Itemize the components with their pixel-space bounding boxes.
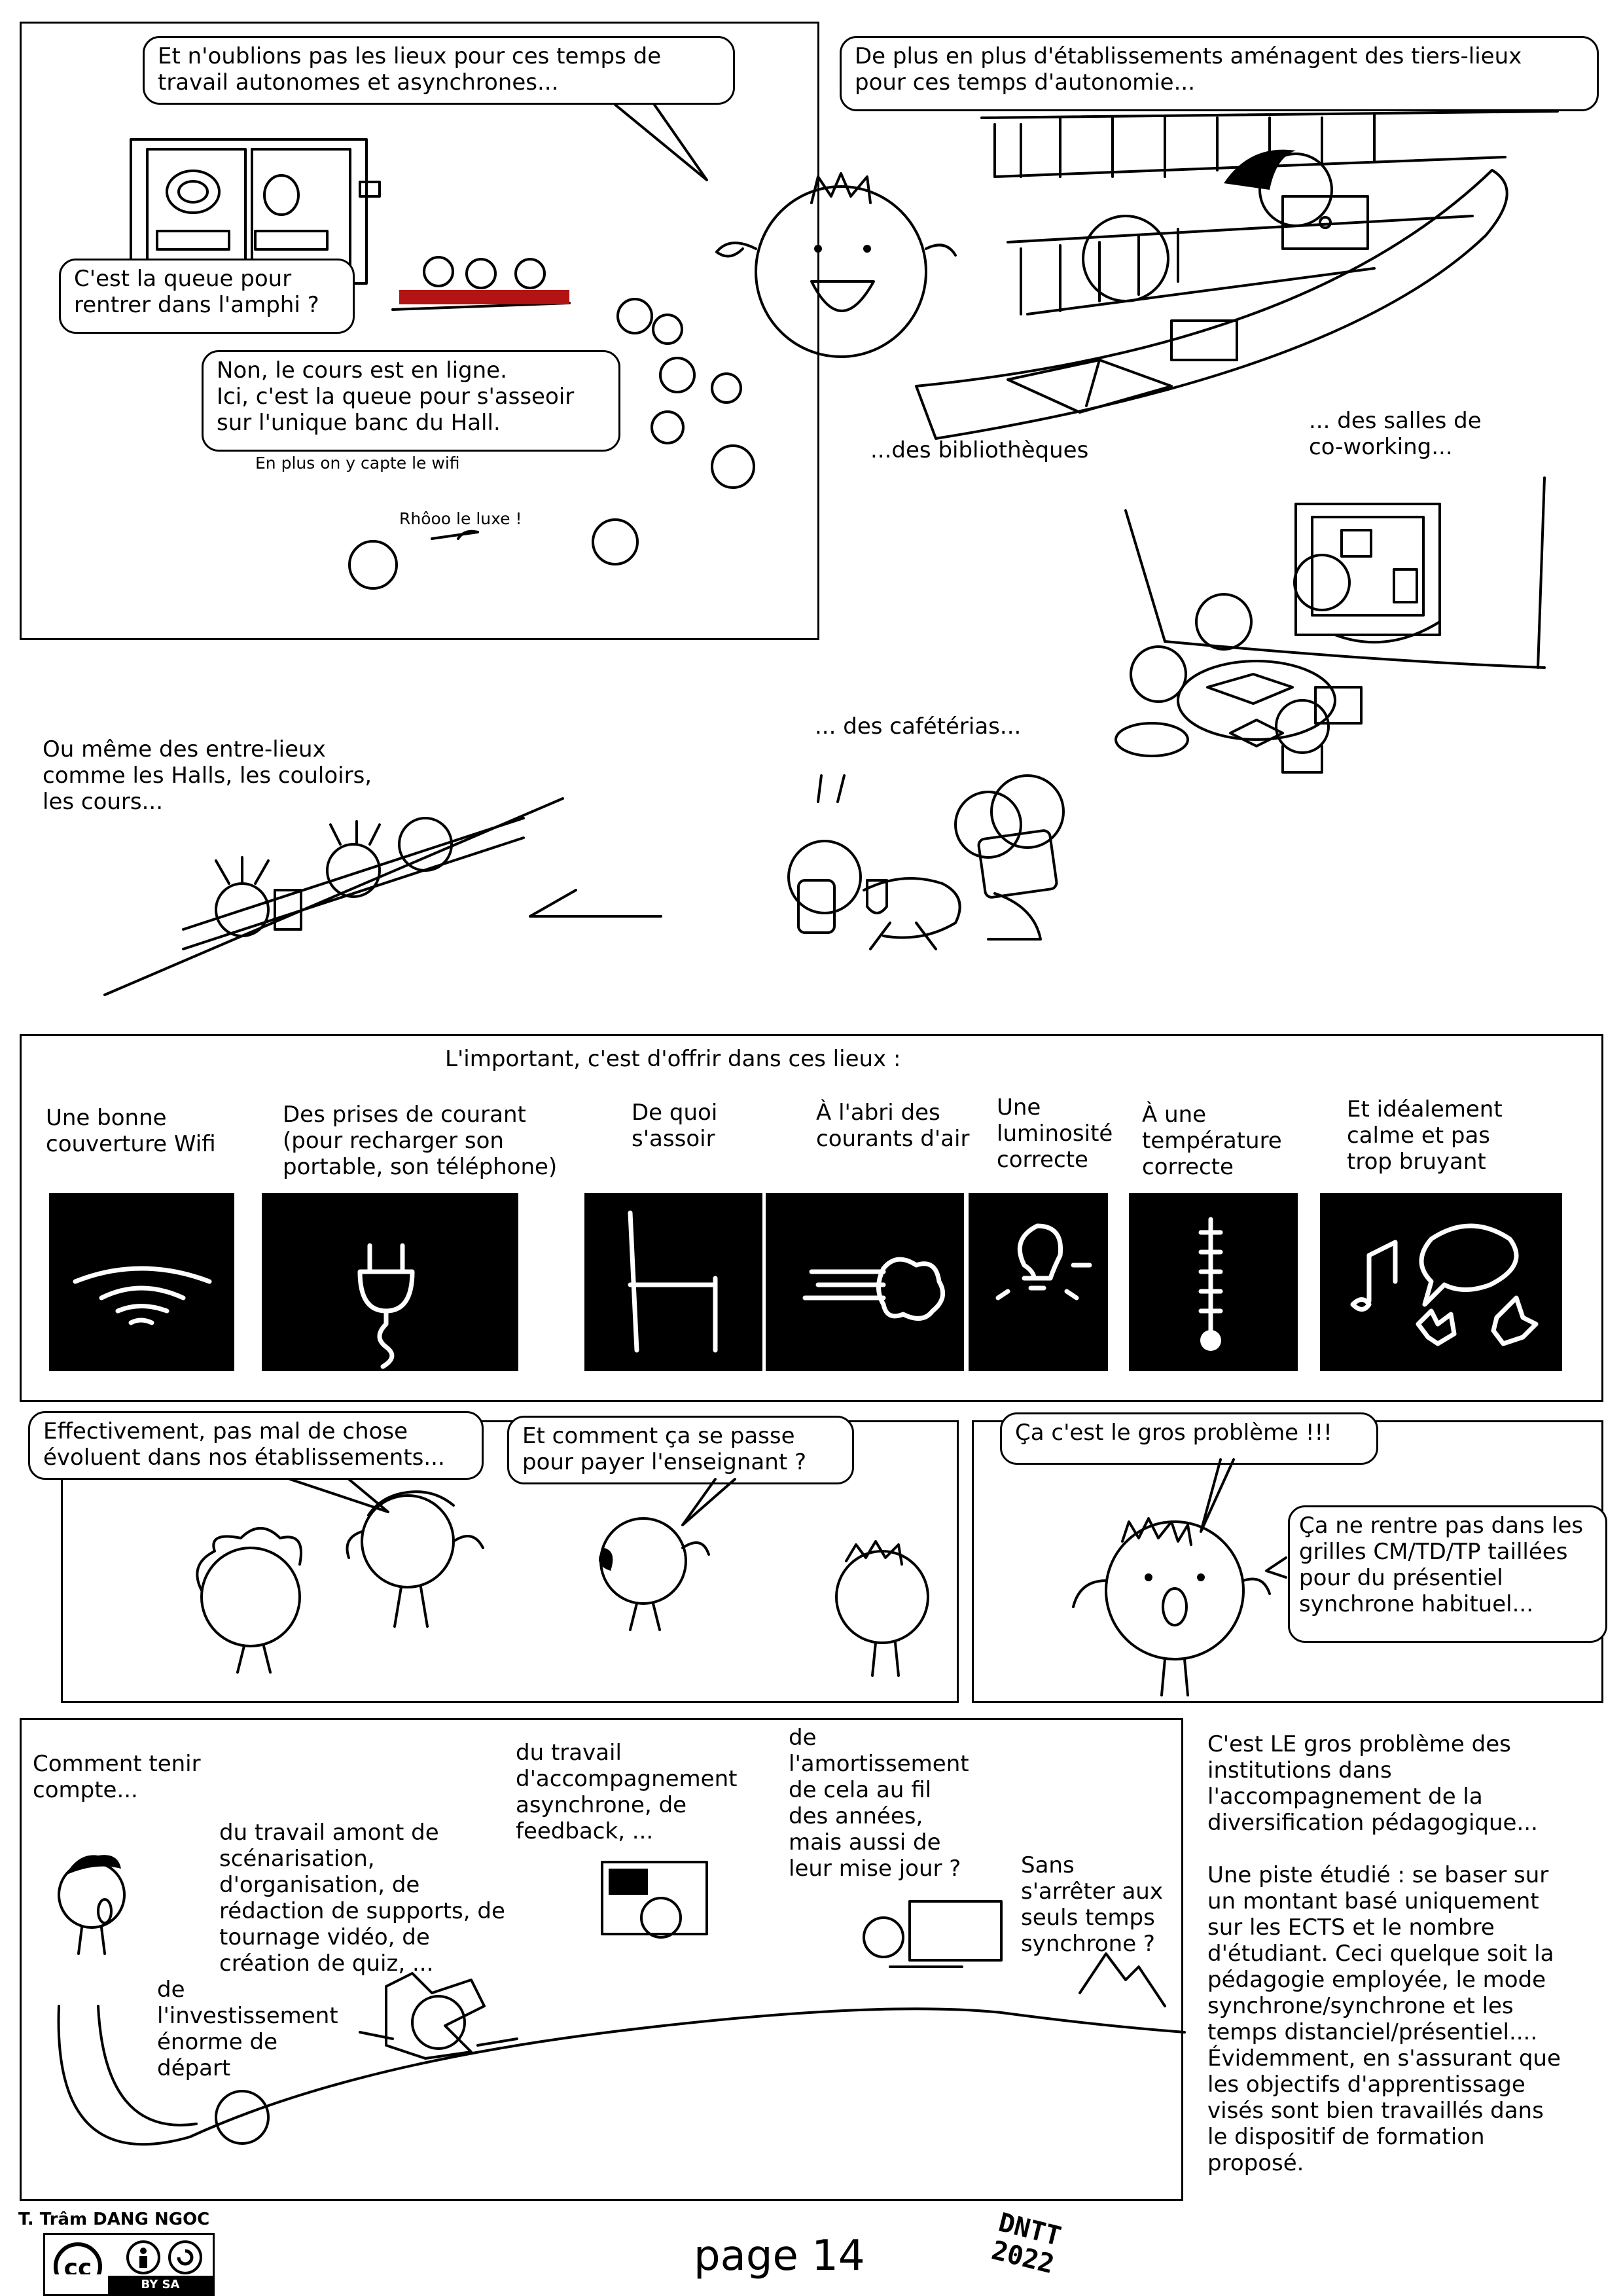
bubble-lieux-autonomes: Et n'oublions pas les lieux pour ces tem… <box>143 36 735 105</box>
draft-icon <box>766 1193 964 1371</box>
caption-upstream-work: du travail amont de scénarisation, d'org… <box>219 1820 505 1977</box>
wifi-icon <box>49 1193 234 1371</box>
caption-sync: Sans s'arrêter aux seuls temps synchrone… <box>1021 1852 1163 1957</box>
hill-path-drawing <box>57 1855 1186 2146</box>
cc-license-text: BY SA <box>108 2276 213 2294</box>
evolution-characters-drawing <box>196 1478 929 1677</box>
luxury-note: Rhôoo le luxe ! <box>399 509 522 528</box>
halls-scene-drawing <box>103 797 662 996</box>
bubble-queue-answer: Non, le cours est en ligne. Ici, c'est l… <box>202 350 620 452</box>
bubble-big-problem: Ça c'est le gros problème !!! <box>1000 1412 1378 1465</box>
caption-investment: de l'investissement énorme de départ <box>157 1977 338 2081</box>
chair-icon <box>584 1193 762 1371</box>
label-wifi: Une bonne couverture Wifi <box>46 1105 216 1157</box>
label-plugs: Des prises de courant (pour recharger so… <box>283 1102 558 1180</box>
bubble-evolution: Effectivement, pas mal de chose évoluent… <box>28 1411 484 1480</box>
lightbulb-icon <box>969 1193 1108 1371</box>
bubble-grids: Ça ne rentre pas dans les grilles CM/TD/… <box>1288 1505 1607 1643</box>
bubble-tail <box>614 103 708 181</box>
label-light: Une luminosité correcte <box>997 1094 1113 1173</box>
cc-icon: cc <box>54 2240 202 2274</box>
bubble-tiers-lieux: De plus en plus d'établissements aménage… <box>840 36 1599 111</box>
label-seats: De quoi s'assoir <box>632 1100 718 1152</box>
svg-text:cc: cc <box>64 2255 92 2274</box>
page-number: page 14 <box>694 2232 865 2280</box>
caption-async-work: du travail d'accompagnement asynchrone, … <box>516 1740 738 1844</box>
wifi-note: En plus on y capte le wifi <box>255 454 460 473</box>
caption-amortization: de l'amortissement de cela au fil des an… <box>789 1725 969 1882</box>
caption-coworking: ... des salles de co-working... <box>1309 408 1482 460</box>
caption-libraries: ...des bibliothèques <box>870 437 1089 463</box>
noise-icon <box>1320 1193 1562 1371</box>
bubble-payment-question: Et comment ça se passe pour payer l'ense… <box>507 1416 854 1484</box>
signature: DNTT 2022 <box>988 2207 1064 2280</box>
requirements-heading: L'important, c'est d'offrir dans ces lie… <box>445 1046 901 1072</box>
plug-icon <box>262 1193 518 1371</box>
caption-between-places: Ou même des entre-lieux comme les Halls,… <box>43 736 372 815</box>
bubble-queue-question: C'est la queue pour rentrer dans l'amphi… <box>59 259 355 334</box>
cc-license-badge: cc BY SA <box>43 2233 215 2296</box>
thermometer-icon <box>1129 1193 1298 1371</box>
label-drafts: À l'abri des courants d'air <box>816 1100 970 1152</box>
label-temperature: À une température correcte <box>1142 1102 1282 1180</box>
library-scene-drawing <box>715 110 1559 950</box>
problem-character-drawing <box>1072 1458 1287 1696</box>
side-text-intro: C'est LE gros problème des institutions … <box>1207 1731 1538 1836</box>
author-name: T. Trâm DANG NGOC <box>18 2210 210 2229</box>
caption-cafeterias: ... des cafétérias... <box>815 713 1022 740</box>
label-quiet: Et idéalement calme et pas trop bruyant <box>1347 1096 1503 1175</box>
side-text-proposal: Une piste étudié : se baser sur un monta… <box>1207 1862 1561 2176</box>
caption-how: Comment tenir compte... <box>33 1751 201 1803</box>
